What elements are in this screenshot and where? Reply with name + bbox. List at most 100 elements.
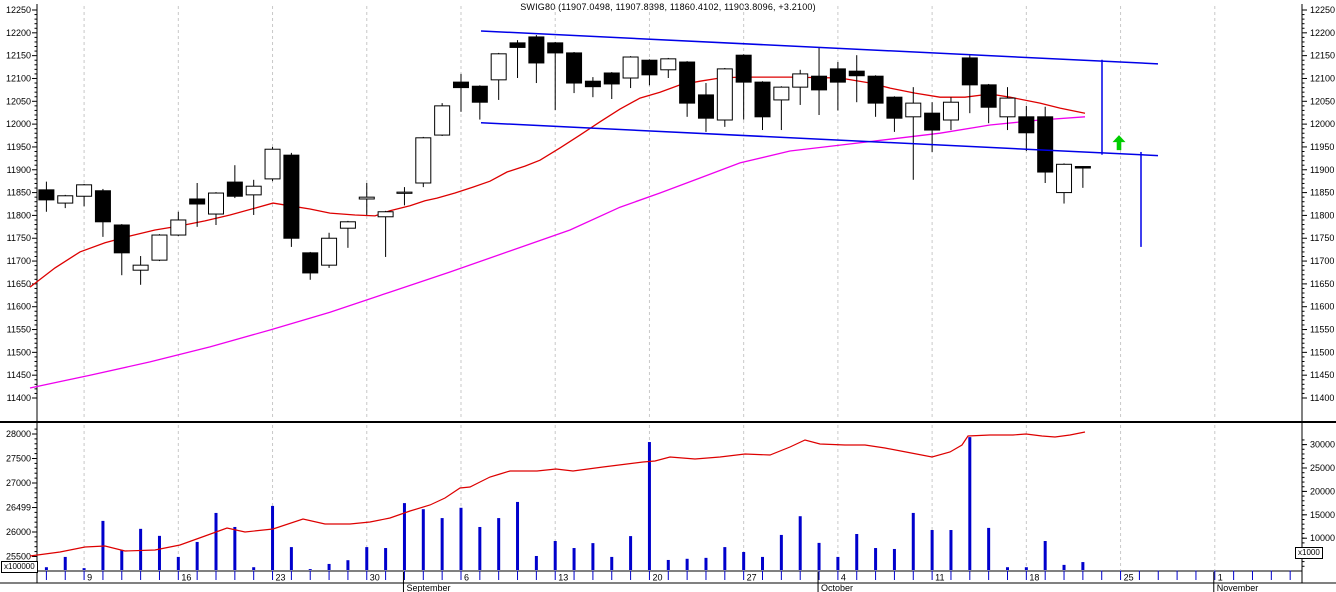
ma-slow-line <box>29 116 1086 389</box>
candle-body <box>509 42 526 48</box>
volume-bar <box>1081 562 1085 570</box>
volume-bar <box>534 555 538 570</box>
week-label: 27 <box>747 573 757 583</box>
volume-label-left: 28000 <box>6 429 31 439</box>
volume-bar <box>572 548 576 570</box>
price-label-right: 12200 <box>1310 28 1335 38</box>
week-label: 25 <box>1124 573 1134 583</box>
trendlines-group <box>480 30 1159 247</box>
volume-label-right: 30000 <box>1310 440 1335 450</box>
candle-body <box>113 224 130 254</box>
chart-title: SWIG80 (11907.0498, 11907.8398, 11860.41… <box>520 2 816 12</box>
up-arrow-icon <box>1112 135 1126 151</box>
candle-body <box>848 70 865 77</box>
candle-body <box>660 58 677 71</box>
price-label-left: 11800 <box>7 210 31 220</box>
volume-indicator-line <box>29 431 1086 557</box>
candle-body <box>1074 166 1091 169</box>
candle-body <box>867 75 884 104</box>
candle-body <box>697 94 714 119</box>
price-label-left: 12100 <box>6 73 31 83</box>
volume-bar <box>742 552 746 570</box>
price-label-right: 12050 <box>1310 96 1335 106</box>
candle-body <box>245 185 262 196</box>
price-label-left: 12050 <box>6 96 31 106</box>
right-scale-multiplier: x1000 <box>1295 547 1323 559</box>
price-label-right: 11700 <box>1310 256 1334 266</box>
volume-bar <box>930 530 934 570</box>
price-label-left: 11500 <box>7 347 31 357</box>
price-label-left: 11850 <box>7 188 31 198</box>
volume-bar <box>1062 564 1066 570</box>
week-label: 1 <box>1218 573 1223 583</box>
candle-body <box>773 86 790 101</box>
candle-body <box>226 181 243 197</box>
ma-fast-line <box>29 76 1086 288</box>
candle-body <box>396 191 413 194</box>
price-label-right: 11900 <box>1310 165 1334 175</box>
volume-bar <box>704 557 708 570</box>
volume-bar <box>666 559 670 570</box>
price-label-left: 11750 <box>7 233 31 243</box>
volume-bar <box>289 547 293 570</box>
price-label-left: 11400 <box>7 393 31 403</box>
price-label-left: 12250 <box>6 5 31 15</box>
candle-body <box>321 237 338 266</box>
candle-body <box>76 184 93 197</box>
candle-body <box>358 196 375 200</box>
price-label-right: 12250 <box>1310 5 1335 15</box>
volume-label-right: 15000 <box>1310 510 1335 520</box>
volume-bar <box>459 507 463 570</box>
x-axis-group <box>45 570 1291 592</box>
volume-bar <box>421 509 425 570</box>
price-label-left: 11600 <box>7 302 31 312</box>
week-label: 20 <box>652 573 662 583</box>
price-axis-group <box>32 9 1307 399</box>
candle-body <box>584 80 601 88</box>
price-label-right: 11850 <box>1310 188 1334 198</box>
candle-body <box>566 52 583 84</box>
price-label-right: 12150 <box>1310 51 1335 61</box>
price-label-left: 11900 <box>7 165 31 175</box>
volume-bar <box>478 526 482 570</box>
week-label: 6 <box>464 573 469 583</box>
candle-body <box>339 221 356 229</box>
volume-bar <box>497 518 501 570</box>
week-label: 18 <box>1029 573 1039 583</box>
volume-bar <box>195 541 199 570</box>
volume-bars-group <box>44 437 1085 570</box>
volume-bar <box>346 560 350 570</box>
volume-label-left: 25500 <box>6 551 31 561</box>
price-label-left: 11650 <box>7 279 31 289</box>
volume-bar <box>214 512 218 570</box>
price-label-left: 11450 <box>7 370 31 380</box>
volume-bar <box>365 547 369 570</box>
candle-body <box>189 198 206 205</box>
month-label: November <box>1217 583 1259 592</box>
volume-bar <box>647 442 651 570</box>
price-label-left: 11700 <box>7 256 31 266</box>
week-label: 11 <box>935 573 944 583</box>
candle-body <box>434 105 451 136</box>
candle-body <box>603 72 620 85</box>
candle-body <box>1037 116 1054 173</box>
candle-body <box>999 97 1016 118</box>
volume-bar <box>591 543 595 570</box>
volume-bar <box>139 528 143 570</box>
candle-body <box>1056 163 1073 194</box>
candle-body <box>528 36 545 64</box>
volume-bar <box>44 567 48 570</box>
volume-bar <box>685 558 689 570</box>
volume-bar <box>82 568 86 570</box>
volume-bar <box>855 533 859 570</box>
volume-bar <box>233 526 237 570</box>
channel-lower <box>480 121 1159 157</box>
volume-bar <box>157 535 161 570</box>
volume-bar <box>1043 541 1047 570</box>
volume-bar <box>252 567 256 570</box>
volume-bar <box>629 536 633 570</box>
volume-label-right: 10000 <box>1310 533 1335 543</box>
volume-label-left: 26499 <box>6 503 31 513</box>
candle-body <box>641 59 658 76</box>
